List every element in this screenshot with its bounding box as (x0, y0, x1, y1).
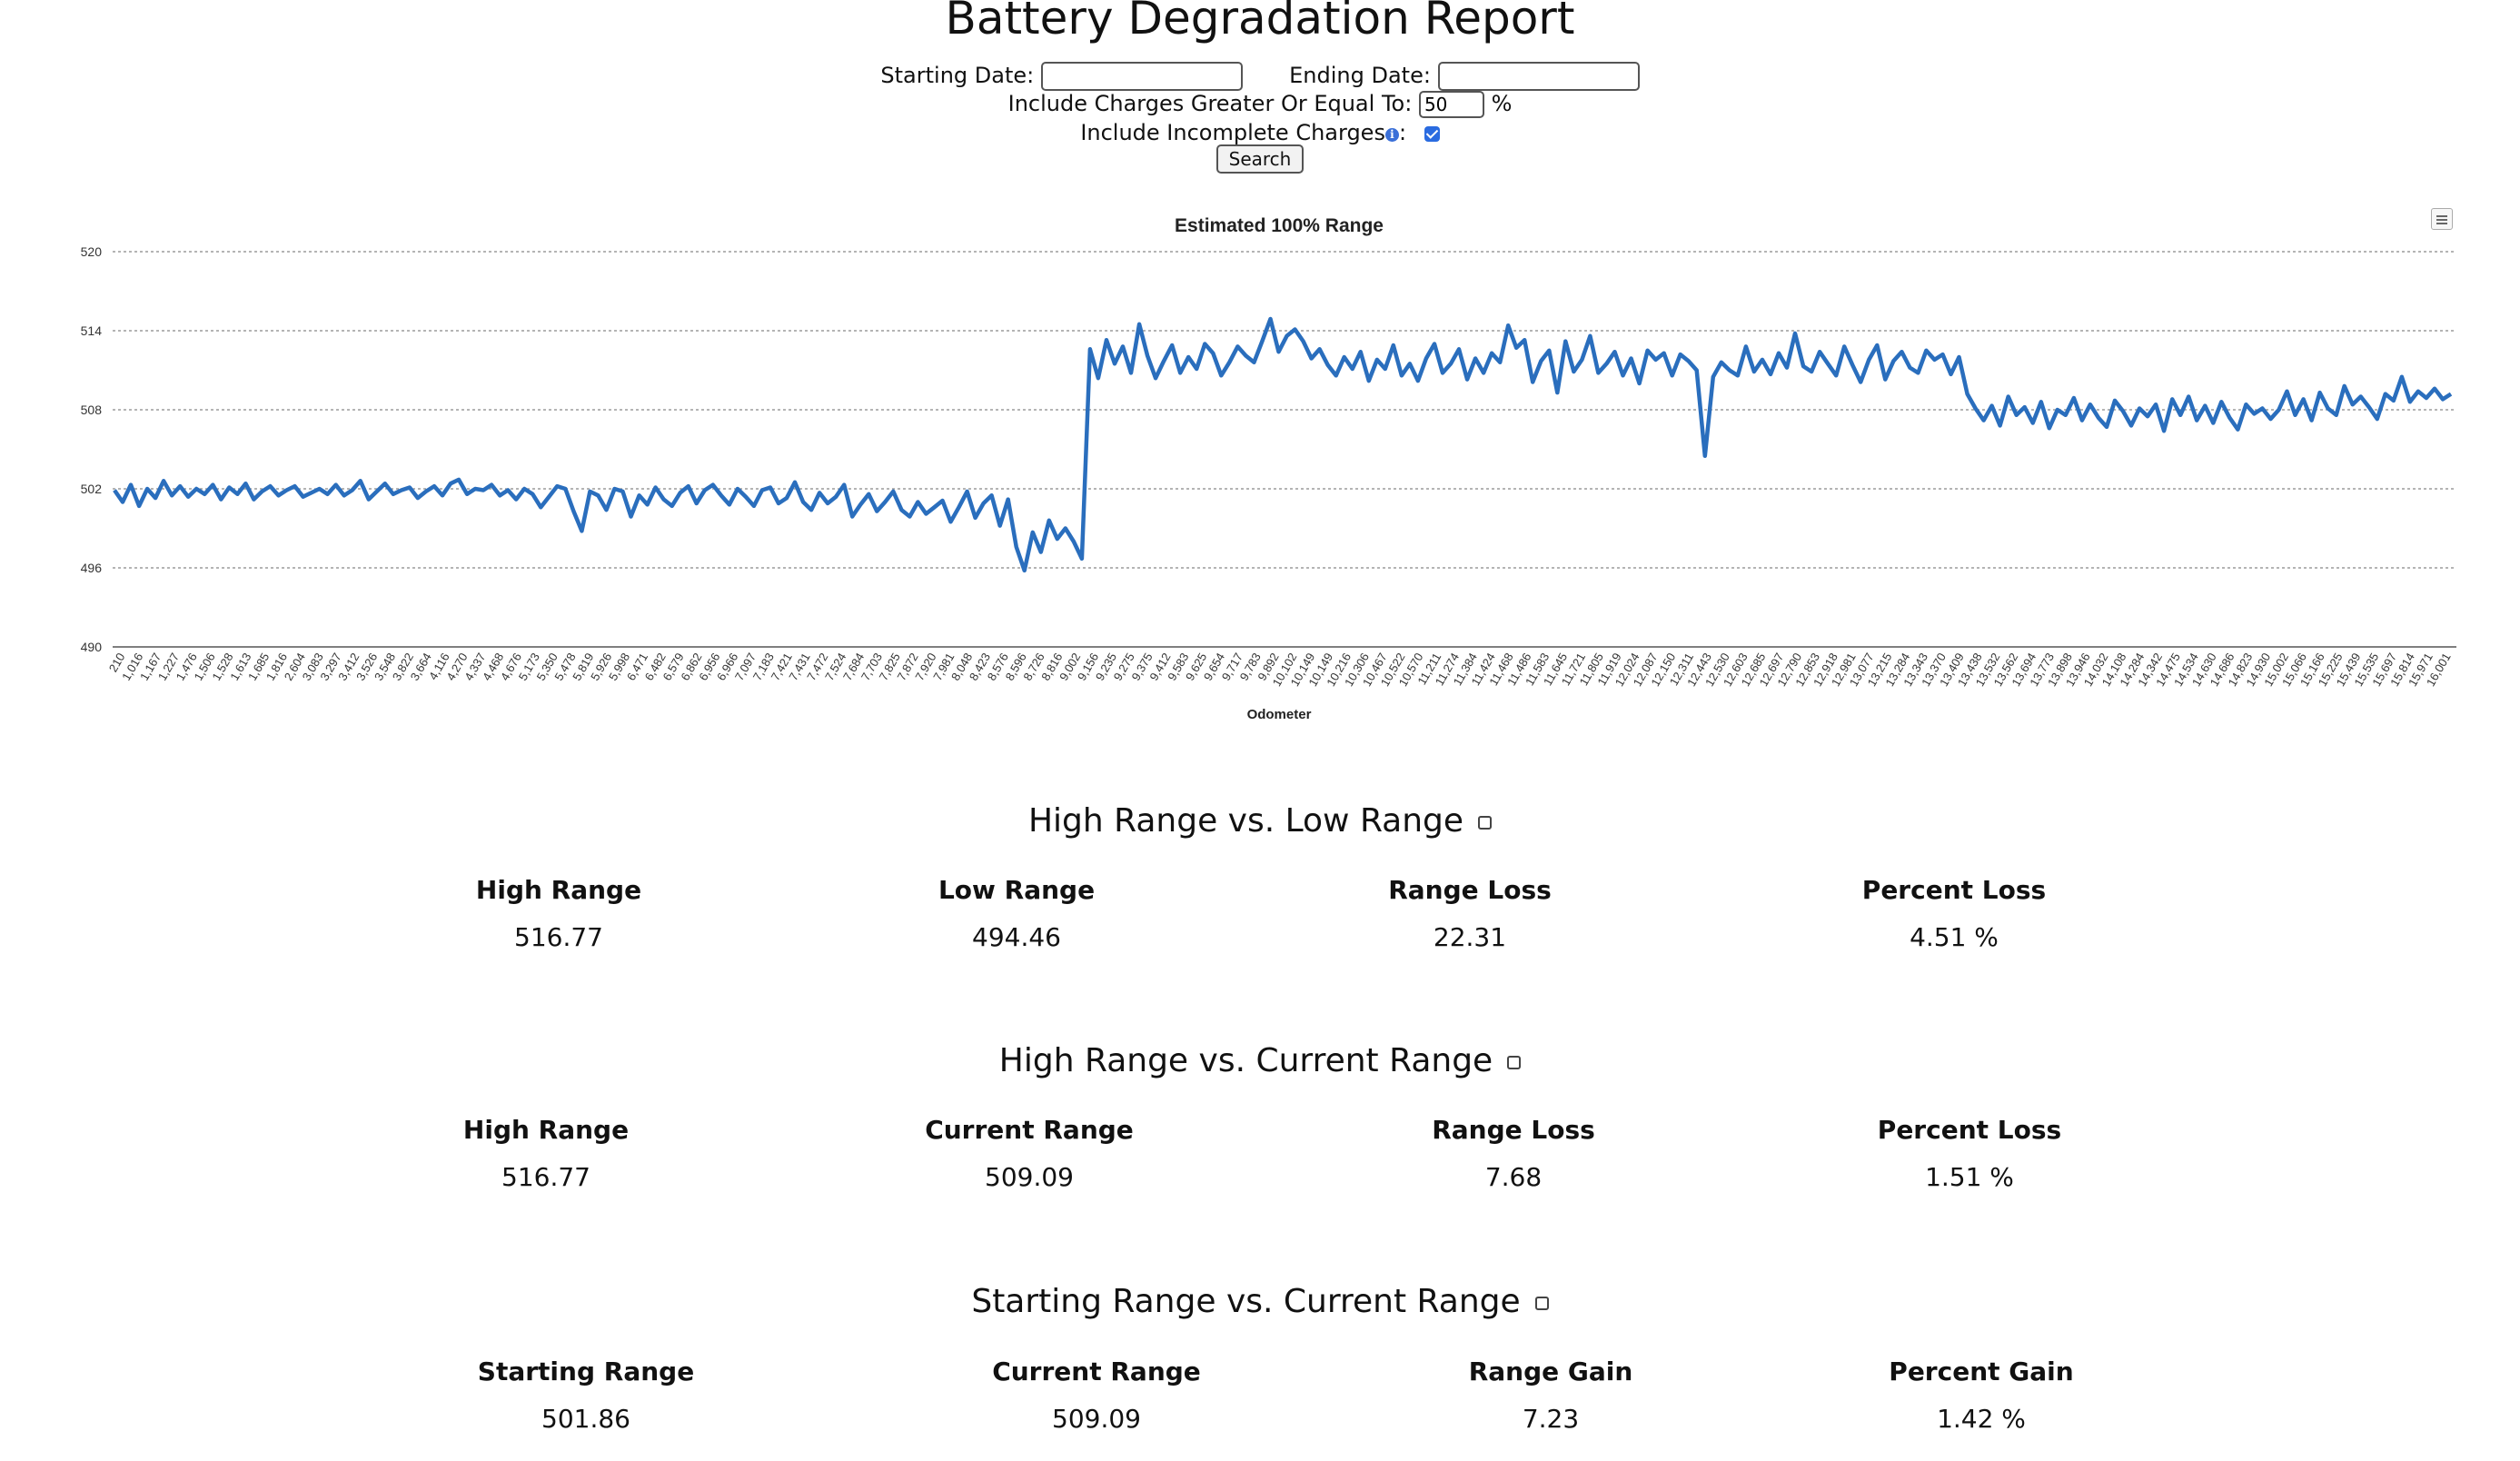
stat-value: 516.77 (514, 922, 603, 952)
charges-threshold-label: Include Charges Greater Or Equal To: (1007, 91, 1413, 116)
start-date-input[interactable] (1040, 62, 1243, 91)
percent-unit-label: % (1491, 91, 1513, 116)
stat-value: 4.51 % (1910, 922, 1999, 952)
stat-value: 501.86 (541, 1404, 630, 1434)
stat-percent-loss: Percent Loss 1.51 % (1788, 1115, 2151, 1193)
section-toggle-checkbox[interactable] (1478, 815, 1493, 830)
incomplete-charges-row: Include Incomplete Charges i: (0, 119, 2520, 146)
end-date-input[interactable] (1437, 62, 1640, 91)
chart-menu-button[interactable] (2431, 208, 2453, 230)
y-tick-label: 490 (81, 640, 103, 654)
chart-gridlines (113, 251, 2456, 648)
stat-current-range: Current Range 509.09 (915, 1357, 1278, 1435)
section-title-text: High Range vs. Low Range (1027, 802, 1464, 840)
incomplete-charges-colon: : (1398, 120, 1407, 145)
incomplete-charges-checkbox[interactable] (1424, 125, 1440, 142)
start-date-label: Starting Date: (880, 63, 1035, 88)
stat-current-range: Current Range 509.09 (848, 1115, 1211, 1193)
stat-percent-gain: Percent Gain 1.42 % (1800, 1357, 2163, 1435)
stat-value: 516.77 (501, 1162, 590, 1192)
stat-value: 509.09 (1052, 1404, 1141, 1434)
section-title-text: High Range vs. Current Range (998, 1042, 1493, 1079)
range-chart: Estimated 100% Range 490496502508514520 … (81, 215, 2456, 722)
x-axis-label: Odometer (1247, 707, 1312, 722)
section-title-high-vs-current: High Range vs. Current Range (0, 1041, 2520, 1081)
stat-label: Range Loss (1432, 1115, 1595, 1145)
y-axis-ticks: 490 496 502 508 514 520 (81, 244, 103, 654)
stat-label: Range Gain (1468, 1357, 1633, 1386)
stat-label: Current Range (925, 1115, 1134, 1145)
y-tick-label: 508 (81, 403, 103, 417)
stat-range-loss: Range Loss 7.68 (1332, 1115, 1695, 1193)
stat-value: 1.42 % (1937, 1404, 2026, 1434)
y-tick-label: 514 (81, 323, 103, 338)
section-title-high-vs-low: High Range vs. Low Range (0, 801, 2520, 841)
y-tick-label: 520 (81, 244, 103, 259)
date-range-row: Starting Date: Ending Date: (0, 62, 2520, 91)
stat-label: Starting Range (477, 1357, 695, 1386)
charges-threshold-input[interactable] (1418, 91, 1484, 118)
stat-label: Percent Loss (1877, 1115, 2062, 1145)
stat-value: 7.68 (1484, 1162, 1543, 1192)
stat-label: High Range (462, 1115, 630, 1145)
stat-value: 7.23 (1522, 1404, 1580, 1434)
y-tick-label: 496 (81, 561, 103, 575)
stat-label: Current Range (992, 1357, 1201, 1386)
charges-threshold-row: Include Charges Greater Or Equal To: % (0, 90, 2520, 118)
stat-range-loss: Range Loss 22.31 (1288, 875, 1652, 953)
section-toggle-checkbox[interactable] (1507, 1055, 1522, 1069)
chart-title: Estimated 100% Range (1175, 215, 1384, 236)
section-title-starting-vs-current: Starting Range vs. Current Range (0, 1282, 2520, 1322)
stat-value: 22.31 (1433, 922, 1507, 952)
incomplete-charges-label: Include Incomplete Charges (1080, 120, 1385, 145)
section-toggle-checkbox[interactable] (1534, 1296, 1549, 1310)
range-series-line[interactable] (113, 316, 2453, 573)
stat-label: Range Loss (1388, 875, 1552, 905)
end-date-label: Ending Date: (1289, 63, 1431, 88)
stat-starting-range: Starting Range 501.86 (404, 1357, 768, 1435)
stat-range-gain: Range Gain 7.23 (1369, 1357, 1732, 1435)
section-title-text: Starting Range vs. Current Range (971, 1283, 1521, 1320)
page-title: Battery Degradation Report (945, 0, 1575, 45)
stat-value: 494.46 (972, 922, 1061, 952)
stat-percent-loss: Percent Loss 4.51 % (1772, 875, 2136, 953)
stat-label: Low Range (938, 875, 1096, 905)
info-icon[interactable]: i (1384, 128, 1399, 142)
stat-label: Percent Gain (1889, 1357, 2074, 1386)
stat-high-range: High Range 516.77 (377, 875, 740, 953)
stat-low-range: Low Range 494.46 (835, 875, 1198, 953)
stat-label: Percent Loss (1861, 875, 2047, 905)
search-row: Search (0, 144, 2520, 174)
stat-value: 1.51 % (1925, 1162, 2014, 1192)
x-axis-ticks: 2101,0161,1671,2271,4761,5061,5281,6131,… (106, 651, 2454, 689)
y-tick-label: 502 (81, 482, 103, 496)
stat-value: 509.09 (985, 1162, 1074, 1192)
search-button[interactable]: Search (1215, 144, 1305, 174)
stat-label: High Range (475, 875, 642, 905)
stat-high-range: High Range 516.77 (364, 1115, 728, 1193)
